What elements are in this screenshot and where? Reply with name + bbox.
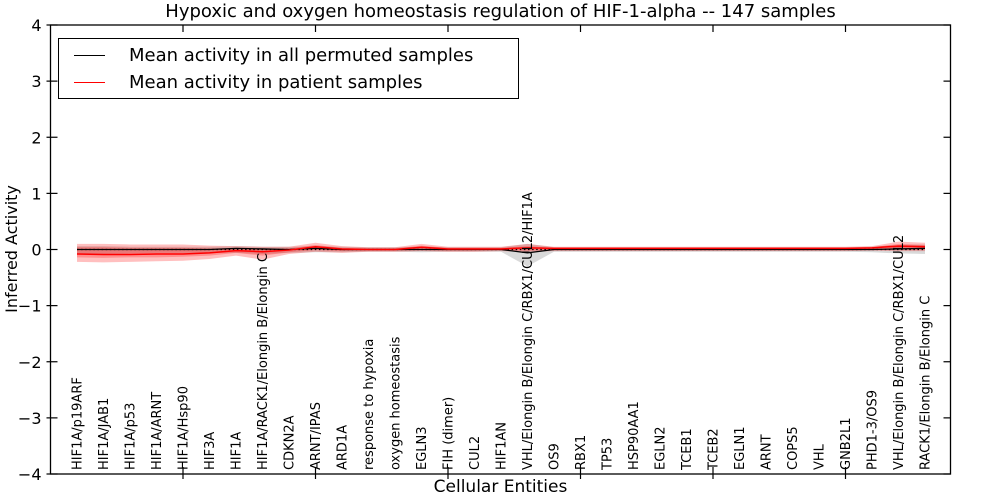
svg-text:VHL/Elongin B/Elongin C/RBX1/C: VHL/Elongin B/Elongin C/RBX1/CUL2 [892,235,907,470]
svg-text:HIF1A/p53: HIF1A/p53 [124,403,139,470]
svg-text:CUL2: CUL2 [468,436,483,470]
svg-text:EGLN3: EGLN3 [415,426,430,470]
svg-text:CDKN2A: CDKN2A [283,415,298,470]
svg-text:−2: −2 [18,353,42,372]
svg-text:HIF1A/RACK1/Elongin B/Elongin: HIF1A/RACK1/Elongin B/Elongin C [256,253,271,470]
svg-text:ARNT/IPAS: ARNT/IPAS [309,402,324,470]
svg-text:TCEB2: TCEB2 [707,428,722,471]
svg-text:2: 2 [31,128,41,147]
svg-text:RBX1: RBX1 [574,435,589,470]
svg-text:EGLN1: EGLN1 [733,426,748,470]
svg-text:HIF1AN: HIF1AN [495,422,510,470]
svg-text:HIF1A/p19ARF: HIF1A/p19ARF [71,377,86,470]
svg-text:FIH (dimer): FIH (dimer) [442,397,457,470]
svg-text:ARNT: ARNT [760,434,775,470]
svg-text:GNB2L1: GNB2L1 [839,417,854,470]
svg-text:TP53: TP53 [601,438,616,471]
svg-text:VHL/Elongin B/Elongin C/RBX1/C: VHL/Elongin B/Elongin C/RBX1/CUL2/HIF1A [521,192,536,470]
svg-text:−3: −3 [18,409,42,428]
svg-text:HIF1A/ARNT: HIF1A/ARNT [150,392,165,470]
legend-label-patient: Mean activity in patient samples [129,71,423,93]
svg-text:COPS5: COPS5 [786,426,801,470]
svg-text:−1: −1 [18,297,42,316]
svg-text:1: 1 [31,184,41,203]
svg-text:HIF3A: HIF3A [203,432,218,470]
legend-line-red-icon [74,81,105,83]
svg-text:−4: −4 [18,465,42,484]
svg-text:response to hypoxia: response to hypoxia [362,339,377,470]
svg-text:RACK1/Elongin B/Elongin C: RACK1/Elongin B/Elongin C [919,296,934,470]
svg-text:HIF1A: HIF1A [230,432,245,470]
svg-text:VHL: VHL [813,443,828,470]
legend-item-patient: Mean activity in patient samples [59,69,518,95]
svg-text:OS9: OS9 [548,443,563,470]
svg-text:HSP90AA1: HSP90AA1 [627,401,642,470]
svg-text:0: 0 [31,241,41,260]
svg-text:EGLN2: EGLN2 [654,426,669,470]
x-axis-label: Cellular Entities [433,477,568,497]
svg-text:4: 4 [31,16,41,35]
legend-line-black-icon [74,54,105,56]
chart-title: Hypoxic and oxygen homeostasis regulatio… [165,1,836,22]
svg-text:HIF1A/Hsp90: HIF1A/Hsp90 [177,386,192,470]
svg-text:ARD1A: ARD1A [336,425,351,470]
svg-text:TCEB1: TCEB1 [680,428,695,471]
svg-text:oxygen homeostasis: oxygen homeostasis [389,336,404,470]
svg-text:HIF1A/JAB1: HIF1A/JAB1 [97,398,112,470]
legend-item-permuted: Mean activity in all permuted samples [59,42,518,68]
y-axis-label: Inferred Activity [2,185,21,313]
legend-label-permuted: Mean activity in all permuted samples [129,44,474,66]
svg-text:PHD1-3/OS9: PHD1-3/OS9 [866,390,881,470]
svg-text:3: 3 [31,72,41,91]
legend: Mean activity in all permuted samples Me… [58,38,519,99]
